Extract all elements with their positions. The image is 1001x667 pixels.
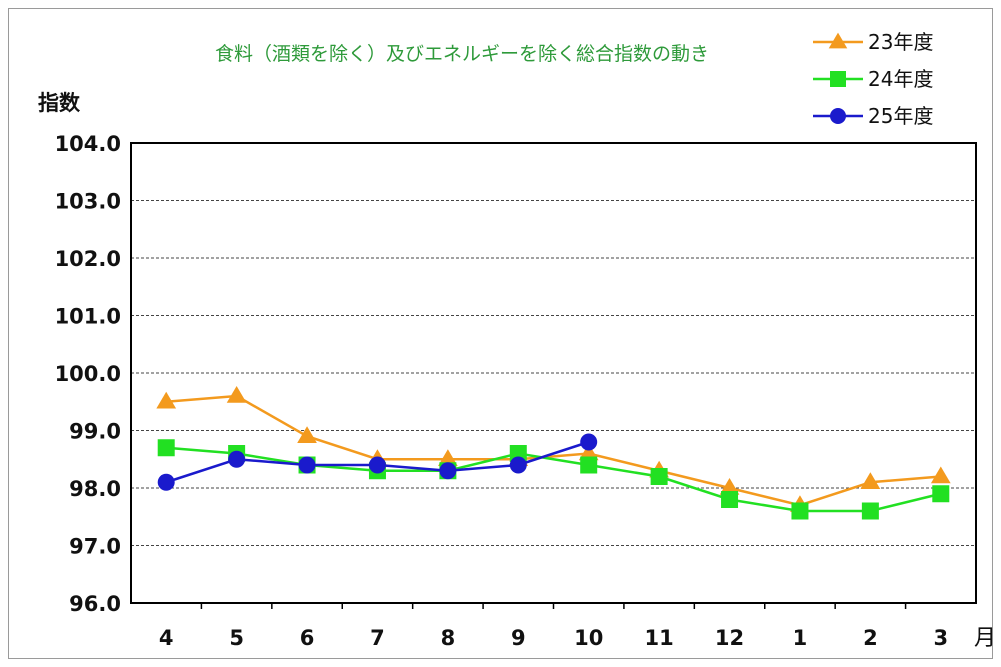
y-tick-label: 100.0	[55, 362, 121, 386]
y-tick-label: 97.0	[69, 535, 121, 559]
series-2	[157, 439, 950, 520]
data-point	[297, 426, 317, 444]
legend-marker	[830, 71, 846, 87]
y-tick-label: 103.0	[55, 190, 121, 214]
x-tick-label: 6	[300, 626, 315, 650]
data-point	[578, 443, 599, 461]
y-axis-label: 指数	[38, 91, 81, 115]
x-tick-label: 2	[863, 626, 878, 650]
data-point	[298, 456, 316, 474]
x-tick-label: 7	[370, 626, 385, 650]
data-point	[157, 439, 175, 457]
data-point	[860, 472, 881, 490]
data-point	[861, 502, 879, 520]
legend-label: 25年度	[868, 104, 933, 128]
x-tick-label: 1	[793, 626, 808, 650]
data-point	[509, 456, 527, 474]
legend-marker	[830, 108, 846, 124]
data-point	[226, 385, 247, 403]
series-3	[157, 433, 598, 491]
series-line	[166, 394, 941, 507]
y-tick-label: 98.0	[69, 477, 121, 501]
data-point	[580, 456, 598, 474]
y-axis-ticks: 96.0 97.0 98.0 99.0 100.0 101.0 102.0 103.0 104.…	[55, 132, 121, 616]
x-tick-label: 9	[511, 626, 526, 650]
chart-title: 食料（酒類を除く）及びエネルギーを除く総合指数の動き	[215, 43, 709, 65]
x-tick-label: 10	[574, 626, 603, 650]
x-tick-label: 3	[933, 626, 948, 650]
data-point	[368, 456, 386, 474]
series-group	[156, 385, 951, 520]
data-point	[157, 473, 175, 491]
x-axis-ticks: 4 5 6 7 8 9 10 11 12 1 2 3	[159, 603, 948, 650]
y-tick-label: 101.0	[55, 305, 121, 329]
legend-label: 24年度	[868, 67, 933, 91]
series-1	[156, 385, 951, 513]
y-tick-label: 102.0	[55, 247, 121, 271]
x-tick-label: 4	[159, 626, 174, 650]
y-tick-label: 99.0	[69, 420, 121, 444]
legend-item: 24年度	[813, 67, 933, 91]
x-tick-label: 12	[715, 626, 744, 650]
legend-label: 23年度	[868, 30, 933, 54]
data-point	[721, 491, 739, 508]
legend: 23年度 24年度 25年度	[813, 30, 933, 128]
data-point	[791, 502, 809, 520]
legend-marker	[828, 32, 848, 49]
data-point	[932, 485, 950, 503]
x-tick-label: 11	[645, 626, 674, 650]
data-point	[156, 391, 177, 409]
y-tick-label: 96.0	[69, 592, 121, 616]
data-point	[719, 477, 740, 495]
x-tick-label: 8	[441, 626, 456, 650]
legend-item: 23年度	[813, 30, 933, 54]
data-point	[438, 449, 458, 467]
data-point	[580, 433, 598, 451]
data-point	[439, 462, 457, 480]
data-point	[228, 450, 246, 468]
data-point	[650, 468, 668, 485]
x-axis-unit-label: 月	[974, 626, 996, 651]
y-tick-label: 104.0	[55, 132, 121, 156]
legend-item: 25年度	[813, 104, 933, 128]
data-point	[930, 466, 951, 484]
grid-lines	[131, 200, 976, 546]
x-tick-label: 5	[229, 626, 244, 650]
